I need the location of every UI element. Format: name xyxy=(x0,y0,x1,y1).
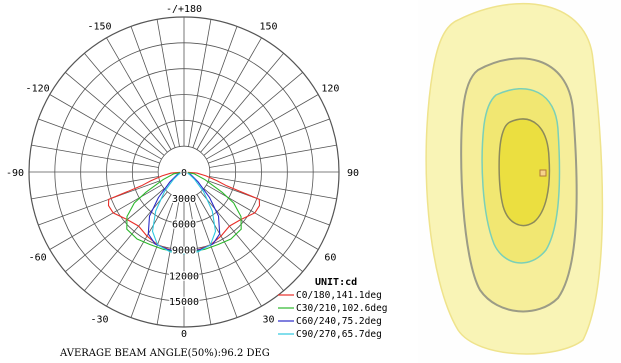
angle-label: 120 xyxy=(321,84,339,95)
grid-spoke xyxy=(31,176,159,200)
grid-spoke xyxy=(192,26,238,148)
angle-label: -120 xyxy=(26,84,50,95)
unit-label: UNIT:cd xyxy=(315,277,357,288)
grid-spoke xyxy=(130,26,176,148)
polar-curves xyxy=(107,171,261,255)
angle-labels: -/+180 -150 150 -120 120 -90 90 -60 60 -30 30 0 xyxy=(6,4,359,340)
grid-spoke xyxy=(208,118,330,164)
series-curve-3 xyxy=(151,171,217,255)
grid-spoke xyxy=(192,196,238,318)
radial-tick-label: 9000 xyxy=(172,246,196,257)
grid-spoke xyxy=(156,19,180,147)
grid-spoke xyxy=(156,197,180,325)
grid-spoke xyxy=(188,19,212,147)
angle-label: -60 xyxy=(29,253,47,264)
grid-spoke xyxy=(49,94,162,160)
beam-angle-caption: AVERAGE BEAM ANGLE(50%):96.2 DEG xyxy=(59,348,270,359)
grid-spoke xyxy=(206,94,319,160)
radial-tick-label: 6000 xyxy=(172,220,196,231)
grid-spoke xyxy=(38,180,160,226)
angle-label: 150 xyxy=(259,22,277,33)
angle-label: 0 xyxy=(181,329,187,340)
grid-spoke xyxy=(196,194,262,307)
legend: UNIT:cd C0/180,141.1deg C30/210,102.6deg C… xyxy=(278,277,388,340)
grid-spoke xyxy=(65,188,165,272)
polar-intensity-chart: -/+180 -150 150 -120 120 -90 90 -60 60 -30 30 0 0 30… xyxy=(6,4,388,359)
legend-label: C60/240,75.2deg xyxy=(296,316,382,327)
angle-label: -30 xyxy=(90,314,108,325)
angle-label: -150 xyxy=(87,22,111,33)
series-curve-2 xyxy=(147,171,221,253)
grid-spoke xyxy=(203,188,303,272)
grid-spoke xyxy=(84,53,168,153)
radial-tick-label: 0 xyxy=(181,168,187,179)
angle-label: 30 xyxy=(262,314,274,325)
grid-spoke xyxy=(106,194,172,307)
grid-spoke xyxy=(200,53,284,153)
grid-spoke xyxy=(188,197,212,325)
grid-spoke xyxy=(208,180,330,226)
center-marker xyxy=(539,169,547,177)
legend-label: C0/180,141.1deg xyxy=(296,290,382,301)
grid-spoke xyxy=(209,144,337,168)
grid-spoke xyxy=(203,72,303,156)
angle-label: -/+180 xyxy=(166,4,202,15)
isolux-contour-plot xyxy=(418,0,621,363)
grid-spoke xyxy=(38,118,160,164)
angle-label: 60 xyxy=(324,253,336,264)
grid-spoke xyxy=(196,37,262,150)
legend-label: C30/210,102.6deg xyxy=(296,303,388,314)
grid-spoke xyxy=(106,37,172,150)
grid-spoke xyxy=(84,191,168,291)
radial-tick-label: 3000 xyxy=(172,194,196,205)
angle-label: 90 xyxy=(347,168,359,179)
radial-tick-labels: 0 3000 6000 9000 12000 15000 xyxy=(168,167,201,310)
grid-spoke xyxy=(130,196,176,318)
legend-label: C90/270,65.7deg xyxy=(296,329,382,340)
grid-spoke xyxy=(200,191,284,291)
grid-spoke xyxy=(65,72,165,156)
radial-tick-label: 15000 xyxy=(169,297,199,308)
polar-grid xyxy=(28,16,340,328)
series-curve-1 xyxy=(126,171,242,254)
angle-label: -90 xyxy=(6,168,24,179)
grid-spoke xyxy=(31,144,159,168)
radial-tick-label: 12000 xyxy=(169,271,199,282)
contour-level-4 xyxy=(498,118,551,227)
grid-spoke xyxy=(209,176,337,200)
